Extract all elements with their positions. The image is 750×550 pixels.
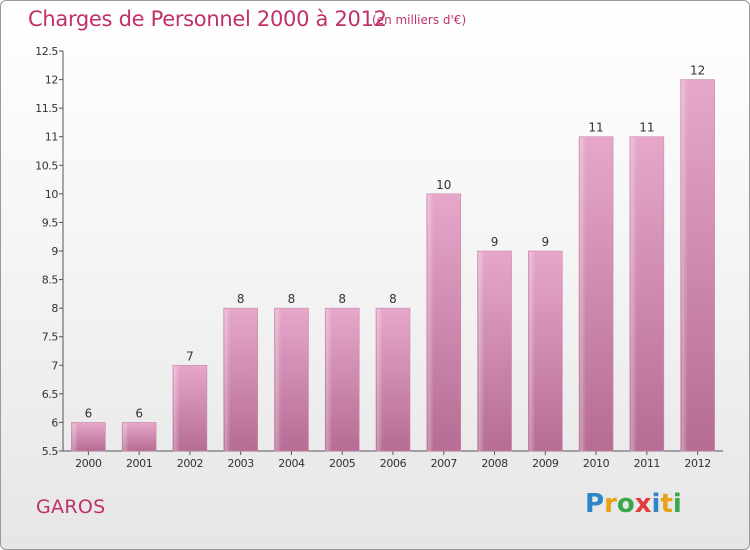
- bar-highlight: [275, 309, 282, 451]
- axes: 5.5 6 6.5 7 7.5 8 8.5 9 9.5 10 10.5 11 11.5 12 12.5 200…: [35, 45, 723, 470]
- value-labels: 6 6 7 8 8 8 8 10 9 9 11 11 12: [85, 64, 706, 421]
- logo-letter: i: [672, 489, 682, 519]
- bar-highlight: [630, 137, 637, 451]
- x-tick-label: 2007: [431, 457, 458, 470]
- chart-title: Charges de Personnel 2000 à 2012: [28, 7, 387, 31]
- data-label: 7: [186, 349, 194, 363]
- x-tick-label: 2008: [481, 457, 508, 470]
- logo-letter: o: [616, 489, 635, 519]
- logo-letter: P: [585, 489, 605, 519]
- x-tick-label: 2005: [329, 457, 356, 470]
- x-tick-label: 2010: [583, 457, 610, 470]
- bar-highlight: [681, 80, 688, 452]
- x-tick-label: 2006: [380, 457, 407, 470]
- y-tick-label: 11.5: [35, 102, 58, 115]
- bar-highlight: [478, 252, 485, 451]
- commune-name: GAROS: [36, 496, 106, 518]
- proxiti-logo[interactable]: Proxiti: [585, 489, 682, 519]
- logo-letter: x: [634, 489, 652, 519]
- y-tick-label: 9: [51, 245, 58, 258]
- bar-highlight: [427, 194, 434, 451]
- bar-highlight: [173, 366, 180, 451]
- bar-highlight: [123, 423, 130, 451]
- y-tick-label: 11: [45, 131, 58, 144]
- logo-letter: t: [660, 489, 673, 519]
- bar-highlight: [72, 423, 79, 451]
- x-tick-label: 2012: [684, 457, 710, 470]
- data-label: 6: [85, 406, 93, 420]
- data-label: 12: [690, 64, 705, 78]
- data-label: 9: [541, 235, 549, 249]
- x-tick-label: 2009: [532, 457, 559, 470]
- logo-letter: r: [604, 489, 617, 519]
- data-label: 9: [491, 235, 499, 249]
- data-label: 8: [389, 292, 397, 306]
- data-label: 11: [639, 121, 654, 135]
- x-tick-label: 2011: [634, 457, 660, 470]
- data-label: 8: [338, 292, 346, 306]
- data-label: 6: [135, 406, 143, 420]
- y-tick-label: 6: [51, 416, 58, 429]
- y-tick-label: 6.5: [42, 388, 59, 401]
- y-tick-label: 10.5: [35, 159, 58, 172]
- y-tick-label: 12: [45, 74, 58, 87]
- bar-highlight: [529, 252, 536, 451]
- bar-highlight: [377, 309, 383, 451]
- y-tick-label: 9.5: [42, 216, 59, 229]
- y-tick-label: 7.5: [42, 331, 59, 344]
- y-tick-label: 10: [45, 188, 59, 201]
- y-tick-label: 7: [51, 359, 58, 372]
- bar-highlight: [326, 309, 333, 451]
- x-tick-label: 2003: [227, 457, 254, 470]
- data-label: 8: [288, 292, 296, 306]
- bar-highlight: [580, 137, 587, 451]
- y-tick-label: 12.5: [35, 45, 58, 58]
- data-label: 11: [588, 121, 603, 135]
- x-tick-label: 2004: [278, 457, 305, 470]
- y-tick-label: 8.5: [42, 274, 59, 287]
- chart-subtitle: (en milliers d'€): [372, 13, 467, 27]
- x-tick-label: 2001: [126, 457, 152, 470]
- x-tick-label: 2000: [75, 457, 102, 470]
- y-tick-label: 5.5: [42, 445, 59, 458]
- data-label: 8: [237, 292, 245, 306]
- x-tick-label: 2002: [177, 457, 203, 470]
- y-tick-label: 8: [51, 302, 58, 315]
- bars: [71, 79, 715, 452]
- data-label: 10: [436, 178, 451, 192]
- bar-highlight: [224, 309, 231, 451]
- logo-letter: i: [651, 489, 661, 519]
